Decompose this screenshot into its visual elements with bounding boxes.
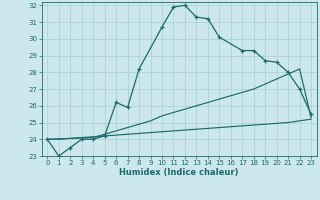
X-axis label: Humidex (Indice chaleur): Humidex (Indice chaleur) [119, 168, 239, 177]
